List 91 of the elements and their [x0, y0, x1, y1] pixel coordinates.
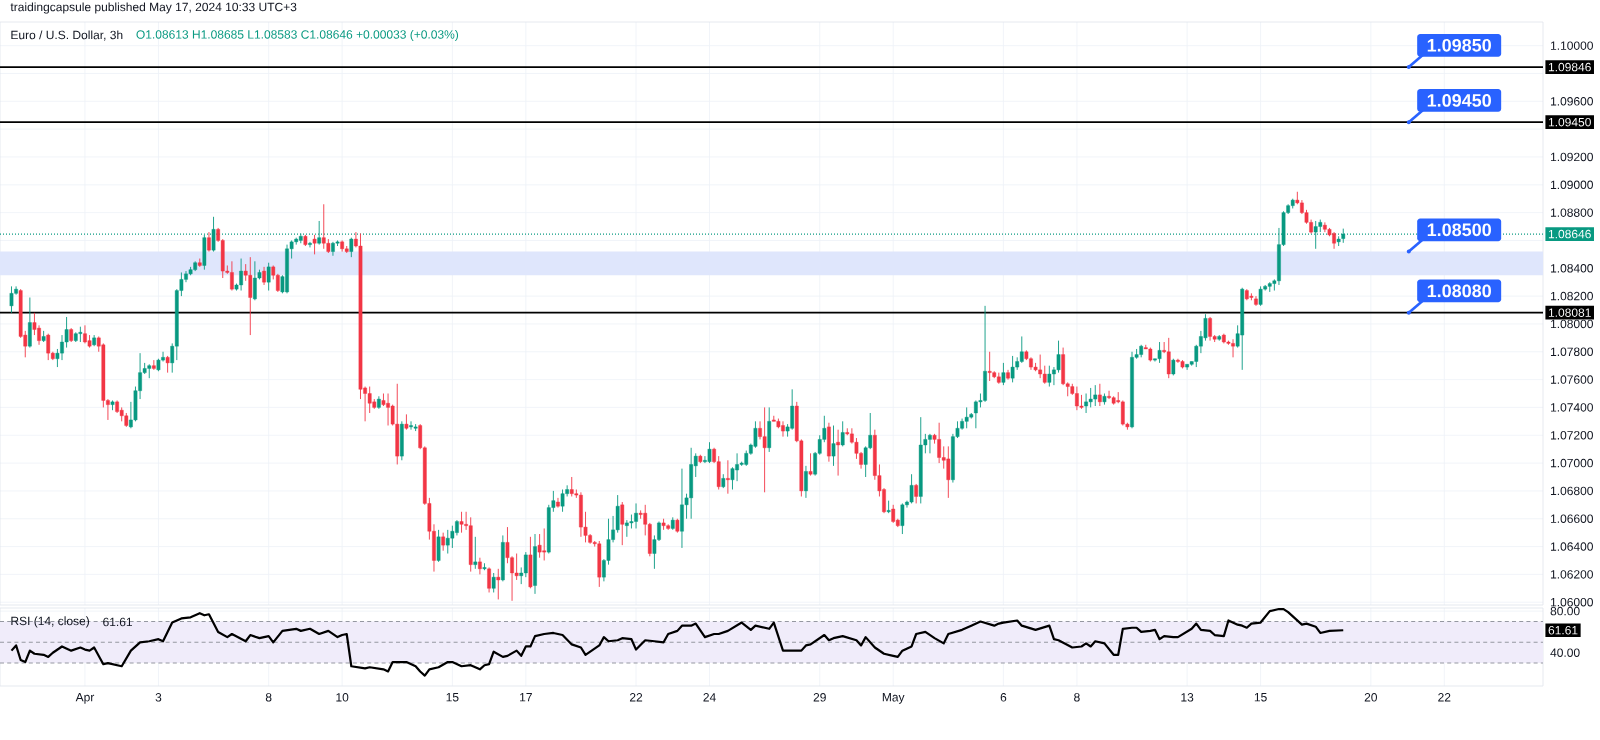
candlestick	[262, 266, 266, 286]
y-tick-label: 1.09600	[1550, 97, 1593, 106]
y-tick-label: 40.00	[1550, 648, 1580, 657]
x-tick-label: 22	[1438, 693, 1451, 702]
candlestick	[487, 566, 491, 593]
x-tick-label: 17	[520, 693, 532, 702]
x-tick-label: 15	[1254, 693, 1267, 702]
x-tick-label: 10	[336, 693, 349, 702]
text: traidingcapsule published May 17, 2024 10:33 UTC+3	[10, 2, 297, 14]
x-tick-label: 22	[629, 693, 643, 702]
y-tick-label: 1.08200	[1550, 291, 1593, 301]
candlestick	[1258, 285, 1263, 307]
candlestick	[9, 285, 14, 314]
candlestick	[537, 533, 542, 559]
candlestick	[836, 429, 840, 477]
text: RSI (14, close)	[11, 616, 90, 628]
x-tick-label: 8	[265, 693, 272, 702]
candlestick	[207, 231, 211, 253]
x-tick-label: 6	[1000, 693, 1007, 702]
candlestick	[1157, 341, 1162, 364]
candlestick	[46, 333, 51, 361]
annotation: 1.09450	[1427, 94, 1491, 107]
y-tick-label: 80.00	[1550, 606, 1580, 616]
annotation: 1.09850	[1427, 38, 1491, 52]
x-tick-label: May	[882, 693, 905, 704]
candlestick	[211, 216, 216, 253]
x-tick-label: 29	[813, 693, 826, 702]
y-tick-label: 1.07600	[1550, 375, 1593, 384]
x-tick-label: 15	[446, 693, 459, 702]
y-tick-label: 1.08000	[1550, 319, 1593, 329]
candlestick	[436, 529, 441, 563]
x-tick-label: Apr	[75, 693, 95, 704]
text: 61.61	[103, 617, 132, 627]
candlestick	[762, 406, 767, 493]
candlestick	[312, 234, 317, 255]
x-tick-label: 24	[703, 693, 716, 702]
candlestick	[840, 420, 845, 447]
candlestick	[308, 241, 312, 248]
candlestick	[804, 465, 808, 499]
y-tick-label: 1.07000	[1550, 458, 1593, 468]
candlestick	[900, 502, 905, 535]
y-tick-label: 1.06000	[1550, 597, 1593, 607]
candlestick	[909, 473, 914, 504]
y-tick-label: 1.08400	[1550, 264, 1593, 273]
y-tick-label: 1.06800	[1550, 486, 1593, 496]
candlestick	[523, 551, 528, 578]
y-tick-label: 1.07200	[1550, 431, 1593, 440]
candlestick	[726, 459, 730, 495]
text: O1.08613 H1.08685 L1.08583 C1.08646 +0.00033 (+0.03%)	[136, 29, 459, 42]
candlestick	[891, 504, 896, 524]
candlestick	[1166, 337, 1171, 379]
candlestick	[620, 501, 625, 546]
candlestick	[831, 425, 836, 467]
candlestick	[1001, 362, 1006, 386]
y-tick-label: 1.08800	[1550, 208, 1593, 217]
candlestick	[1047, 365, 1052, 387]
candlestick	[886, 500, 891, 514]
ref-line-label: 1.09846	[1548, 62, 1591, 72]
candlestick	[478, 557, 482, 575]
x-tick-label: 20	[1364, 693, 1378, 702]
candlestick	[491, 572, 496, 593]
ref-line-label: 1.08081	[1548, 308, 1591, 317]
ref-line-label: 1.09450	[1548, 117, 1591, 127]
y-tick-label: 1.06600	[1550, 514, 1593, 523]
candlestick	[473, 536, 478, 570]
line-series	[10, 607, 1345, 677]
text: 61.61	[1548, 626, 1578, 635]
candlestick	[707, 441, 712, 464]
y-tick-label: 1.07400	[1550, 403, 1593, 412]
x-tick-label: 8	[1074, 693, 1080, 702]
candlestick	[459, 511, 464, 534]
y-tick-label: 1.09200	[1550, 152, 1593, 162]
y-tick-label: 1.10000	[1550, 41, 1593, 50]
candlestick	[28, 297, 32, 349]
y-tick-label: 1.07800	[1550, 347, 1593, 357]
text: Euro / U.S. Dollar, 3h	[11, 30, 123, 41]
candlestick	[441, 532, 446, 552]
candlestick	[266, 262, 271, 291]
y-tick-label: 1.06400	[1550, 542, 1593, 551]
y-tick-label: 1.09000	[1550, 180, 1593, 190]
ref-line-label: 1.08646	[1548, 229, 1591, 239]
annotation: 1.08500	[1427, 223, 1491, 237]
candlestick	[496, 568, 501, 600]
candlestick	[560, 489, 565, 513]
candlestick	[1098, 383, 1102, 407]
x-tick-label: 3	[155, 693, 162, 702]
y-tick-label: 1.06200	[1550, 570, 1593, 579]
candlestick	[914, 483, 919, 504]
candlestick	[808, 452, 813, 477]
annotation: 1.08080	[1427, 284, 1491, 298]
x-tick-label: 13	[1181, 693, 1194, 702]
